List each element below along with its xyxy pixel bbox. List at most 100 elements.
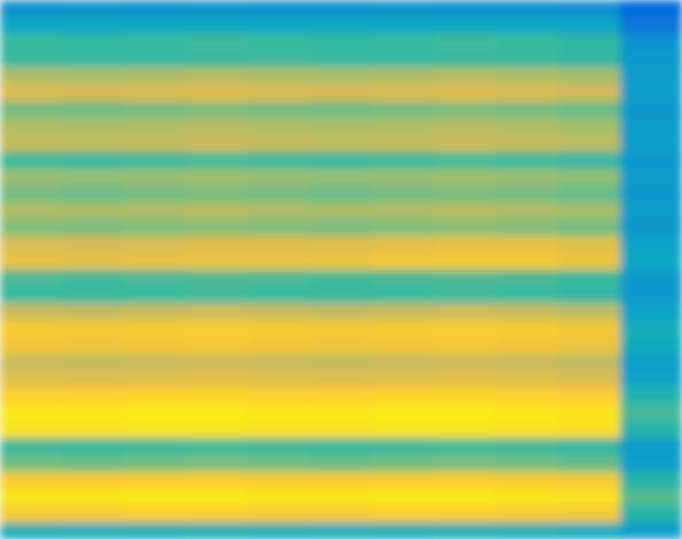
heat-cell xyxy=(434,371,497,388)
heat-cell xyxy=(0,421,63,438)
heat-cell xyxy=(620,84,682,101)
heat-cell xyxy=(620,17,682,34)
heat-cell xyxy=(62,135,125,152)
heat-cell xyxy=(372,320,435,337)
heat-cell xyxy=(0,202,63,219)
heat-cell xyxy=(186,303,249,320)
heat-cell xyxy=(434,438,497,455)
heat-cell xyxy=(62,118,125,135)
heat-cell xyxy=(248,168,311,185)
heat-cell xyxy=(124,253,187,270)
heat-cell xyxy=(186,202,249,219)
heat-cell xyxy=(434,101,497,118)
heat-cell xyxy=(434,0,497,17)
heat-cell xyxy=(62,51,125,68)
heat-cell xyxy=(372,404,435,421)
heat-cell xyxy=(62,421,125,438)
heat-cell xyxy=(372,101,435,118)
heat-cell xyxy=(62,455,125,472)
heat-cell xyxy=(372,236,435,253)
heat-cell xyxy=(496,472,559,489)
heat-cell xyxy=(124,286,187,303)
heat-cell xyxy=(310,152,373,169)
heat-cell xyxy=(186,421,249,438)
heat-cell xyxy=(0,354,63,371)
heat-cell xyxy=(186,286,249,303)
heat-cell xyxy=(186,17,249,34)
heat-cell xyxy=(310,472,373,489)
heat-cell xyxy=(558,135,621,152)
heat-cell xyxy=(620,438,682,455)
heat-cell xyxy=(186,354,249,371)
heat-cell xyxy=(620,472,682,489)
heat-cell xyxy=(558,421,621,438)
heat-cell xyxy=(372,286,435,303)
heat-cell xyxy=(0,488,63,505)
heat-cell xyxy=(372,51,435,68)
heat-cell xyxy=(496,354,559,371)
heat-cell xyxy=(62,101,125,118)
heat-cell xyxy=(434,488,497,505)
heat-cell xyxy=(310,522,373,539)
heat-cell xyxy=(124,438,187,455)
heat-cell xyxy=(186,455,249,472)
heat-cell xyxy=(0,236,63,253)
heat-cell xyxy=(434,34,497,51)
heat-cell xyxy=(248,67,311,84)
heat-cell xyxy=(434,168,497,185)
heat-cell xyxy=(310,505,373,522)
heat-cell xyxy=(558,152,621,169)
heat-cell xyxy=(124,404,187,421)
heat-cell xyxy=(434,253,497,270)
heat-cell xyxy=(434,219,497,236)
heat-cell xyxy=(62,152,125,169)
heat-cell xyxy=(124,472,187,489)
heat-cell xyxy=(558,67,621,84)
heat-cell xyxy=(186,101,249,118)
heat-cell xyxy=(558,253,621,270)
heat-cell xyxy=(558,472,621,489)
heat-cell xyxy=(558,354,621,371)
heat-cell xyxy=(496,202,559,219)
heat-cell xyxy=(434,286,497,303)
heat-cell xyxy=(496,522,559,539)
heat-cell xyxy=(620,34,682,51)
heat-cell xyxy=(124,522,187,539)
heat-cell xyxy=(248,488,311,505)
heat-cell xyxy=(248,472,311,489)
heat-cell xyxy=(496,185,559,202)
heat-cell xyxy=(248,303,311,320)
heat-cell xyxy=(124,51,187,68)
heat-cell xyxy=(310,320,373,337)
heat-cell xyxy=(620,404,682,421)
heat-cell xyxy=(124,152,187,169)
heat-cell xyxy=(62,17,125,34)
heat-cell xyxy=(434,303,497,320)
heat-cell xyxy=(496,253,559,270)
heat-cell xyxy=(620,51,682,68)
heat-cell xyxy=(310,0,373,17)
heat-cell xyxy=(186,253,249,270)
heat-cell xyxy=(558,84,621,101)
heat-cell xyxy=(0,185,63,202)
heat-cell xyxy=(496,421,559,438)
heat-cell xyxy=(0,438,63,455)
heat-cell xyxy=(0,152,63,169)
heat-cell xyxy=(186,219,249,236)
heat-cell xyxy=(0,320,63,337)
heat-cell xyxy=(496,387,559,404)
heat-cell xyxy=(558,236,621,253)
heat-cell xyxy=(0,34,63,51)
heat-cell xyxy=(620,152,682,169)
heat-cell xyxy=(620,371,682,388)
heat-cell xyxy=(0,387,63,404)
heat-cell xyxy=(310,421,373,438)
heat-cell xyxy=(62,219,125,236)
heat-cell xyxy=(372,354,435,371)
heat-cell xyxy=(62,522,125,539)
heat-cell xyxy=(0,371,63,388)
heat-cell xyxy=(248,337,311,354)
heat-cell xyxy=(186,472,249,489)
heat-cell xyxy=(434,67,497,84)
heat-cell xyxy=(558,168,621,185)
